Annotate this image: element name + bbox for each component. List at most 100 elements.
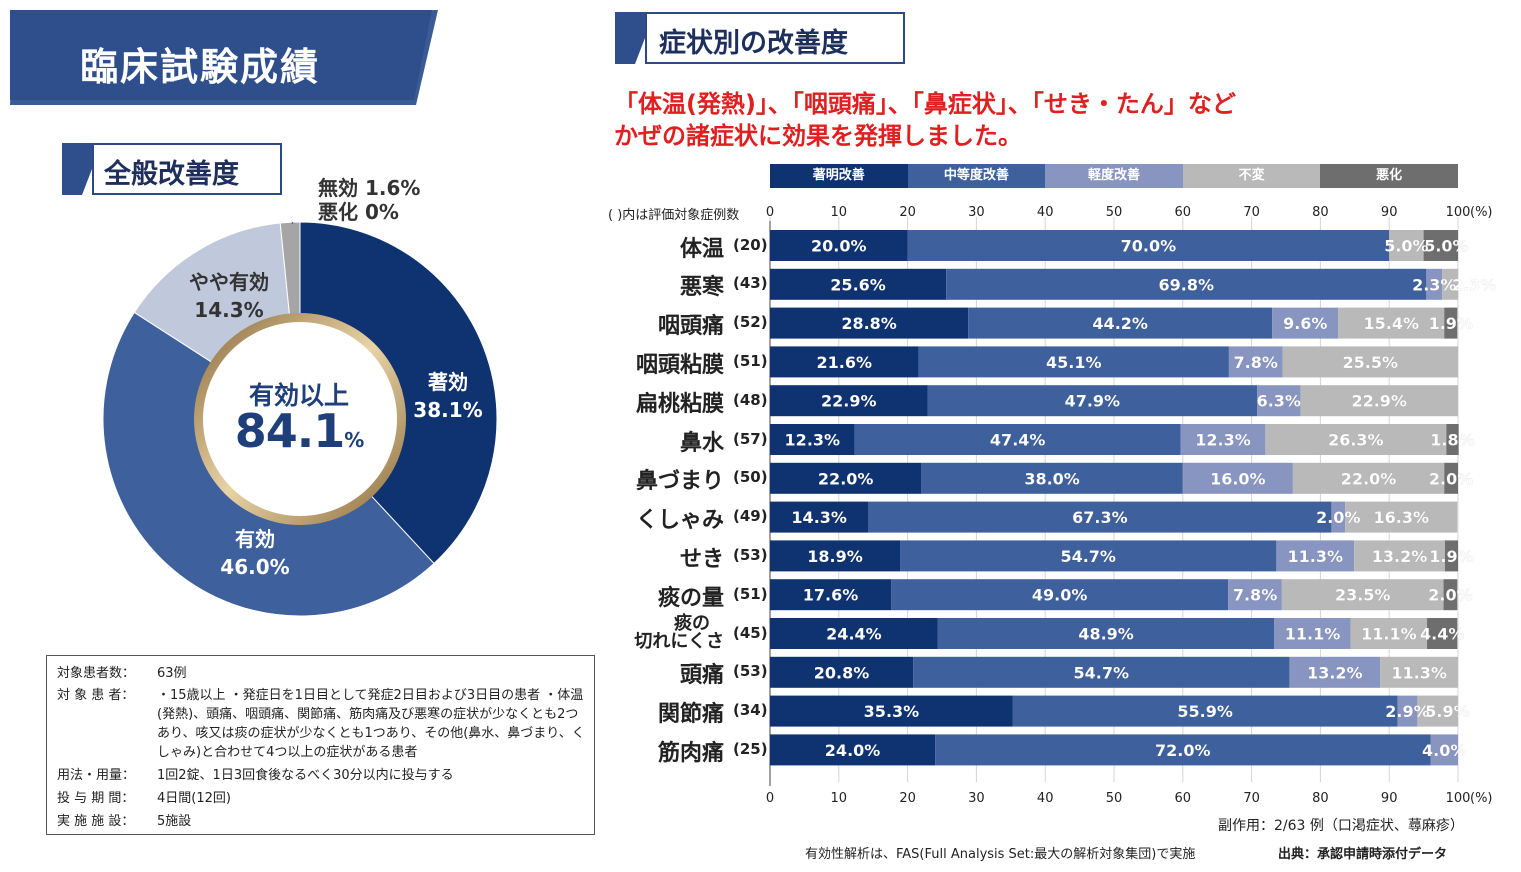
bar-label-8-1: 54.7% (1060, 547, 1116, 566)
tick-top-10: 100 (1446, 205, 1471, 220)
tick-top-3: 30 (968, 205, 985, 220)
tick-bottom-6: 60 (1175, 791, 1192, 806)
y-count-13: (25) (733, 739, 768, 758)
bar-label-4-2: 6.3% (1257, 392, 1301, 411)
tick-bottom-9: 90 (1381, 791, 1398, 806)
bar-label-7-3: 16.3% (1373, 508, 1429, 527)
tick-bottom-2: 20 (899, 791, 916, 806)
bar-12-seg-1 (1012, 695, 1398, 727)
bar-12-seg-3 (1417, 695, 1458, 727)
bar-label-7-2: 2.0% (1316, 508, 1360, 527)
bar-7-seg-0 (770, 501, 869, 533)
tick-bottom-1: 10 (831, 791, 848, 806)
y-label-3: 咽頭粘膜 (635, 352, 724, 378)
legend-item-4: 悪化 (1320, 164, 1458, 188)
tick-bottom-5: 50 (1106, 791, 1123, 806)
bar-0-seg-0 (770, 230, 908, 261)
y-count-1: (43) (733, 274, 768, 293)
slice-label-yaya: やや有効 14.3% (189, 270, 269, 322)
y-count-0: (20) (733, 235, 768, 254)
tick-top-5: 50 (1106, 205, 1123, 220)
bar-13-seg-1 (935, 734, 1431, 766)
y-label-7: くしゃみ (635, 508, 724, 534)
bar-4-seg-0 (770, 385, 928, 417)
y-label-line1-10: 痰の (674, 612, 710, 634)
stacked-bar-chart: 0 0 10 10 20 20 30 30 40 40 50 50 60 60 70 70 80 80 90 90 10… (766, 205, 1497, 806)
bar-label-9-2: 7.8% (1233, 586, 1277, 605)
y-label-10: 痰の 切れにくさ (574, 612, 724, 652)
bar-10-seg-0 (770, 618, 938, 649)
bar-9-seg-0 (770, 579, 892, 611)
count-note: ( )内は評価対象症例数 (608, 208, 740, 223)
bar-11-seg-1 (913, 656, 1290, 688)
tick-bottom-8: 80 (1312, 791, 1329, 806)
headline-line-1: 「体温(発熱)」、「咽頭痛」、「鼻症状」、「せき・たん」など (614, 90, 1236, 118)
bar-6-seg-3 (1292, 462, 1445, 494)
bar-label-4-1: 47.9% (1065, 392, 1121, 411)
bar-label-7-1: 67.3% (1072, 508, 1128, 527)
section-label-symptom: 症状別の改善度 (615, 12, 905, 64)
bar-10-seg-1 (937, 618, 1275, 649)
bar-label-6-0: 22.0% (818, 469, 874, 488)
bar-label-3-3: 25.5% (1343, 353, 1399, 372)
bar-4-seg-2 (1257, 385, 1301, 417)
bar-3-seg-2 (1228, 346, 1283, 378)
bar-9-seg-4 (1443, 579, 1458, 611)
tick-top-2: 20 (899, 205, 916, 220)
y-label-5: 鼻水 (679, 430, 724, 456)
bar-13-seg-0 (770, 734, 936, 766)
bar-label-0-4: 5.0% (1424, 237, 1468, 256)
bar-label-2-4: 1.9% (1429, 314, 1473, 333)
bar-2-seg-4 (1444, 307, 1458, 339)
bar-6-seg-2 (1182, 462, 1293, 494)
section-label-general: 全般改善度 (62, 143, 282, 195)
bar-label-2-1: 44.2% (1092, 314, 1148, 333)
y-label-1: 悪寒 (679, 275, 724, 301)
legend-item-0: 著明改善 (770, 164, 908, 188)
y-label-6: 鼻づまり (635, 469, 724, 495)
bar-label-11-3: 11.3% (1391, 663, 1447, 682)
bar-2-seg-3 (1338, 307, 1445, 339)
bar-0-seg-3 (1389, 230, 1424, 261)
y-label-4: 扁桃粘膜 (635, 391, 724, 417)
bar-label-1-3: 2.3% (1452, 275, 1496, 294)
bar-3-seg-3 (1282, 346, 1458, 378)
tick-top-4: 40 (1037, 205, 1054, 220)
center-value-number: 84.1 (234, 404, 345, 458)
bar-label-4-3: 22.9% (1351, 392, 1407, 411)
bar-10-seg-2 (1274, 618, 1351, 649)
y-label-2: 咽頭痛 (657, 314, 724, 340)
bar-11-seg-3 (1380, 656, 1458, 688)
slice-label-yuukou: 有効 46.0% (220, 527, 290, 579)
bar-label-8-4: 1.9% (1429, 547, 1473, 566)
section-label-general-text: 全般改善度 (104, 159, 239, 190)
center-value-unit: % (344, 428, 364, 452)
y-count-2: (52) (733, 313, 768, 332)
bar-label-0-1: 70.0% (1121, 237, 1177, 256)
bar-3-seg-0 (770, 346, 919, 378)
bar-label-3-2: 7.8% (1234, 353, 1278, 372)
bar-label-10-1: 48.9% (1078, 625, 1134, 644)
bar-8-seg-4 (1444, 540, 1458, 572)
y-label-line2-10: 切れにくさ (634, 630, 724, 652)
bar-label-10-2: 11.1% (1285, 625, 1341, 644)
bar-label-13-2: 4.0% (1422, 741, 1466, 760)
bar-label-6-3: 22.0% (1341, 469, 1397, 488)
tick-top-1: 10 (831, 205, 848, 220)
y-label-0: 体温 (679, 236, 724, 262)
side-effect-note: 副作用：2/63 例（口渇症状、蕁麻疹） (1218, 818, 1464, 834)
bar-label-8-2: 11.3% (1287, 547, 1343, 566)
bar-label-12-0: 35.3% (864, 702, 920, 721)
bar-label-2-2: 9.6% (1283, 314, 1327, 333)
bar-label-8-0: 18.9% (807, 547, 863, 566)
bar-label-3-1: 45.1% (1046, 353, 1102, 372)
bar-label-10-3: 11.1% (1361, 625, 1417, 644)
bar-label-10-0: 24.4% (826, 625, 882, 644)
tick-bottom-3: 30 (968, 791, 985, 806)
bar-0-seg-4 (1423, 230, 1458, 261)
y-count-5: (57) (733, 429, 768, 448)
y-label-12: 関節痛 (657, 702, 724, 728)
bar-0-seg-1 (907, 230, 1390, 261)
bar-8-seg-2 (1276, 540, 1355, 572)
bar-label-6-4: 2.0% (1429, 469, 1473, 488)
